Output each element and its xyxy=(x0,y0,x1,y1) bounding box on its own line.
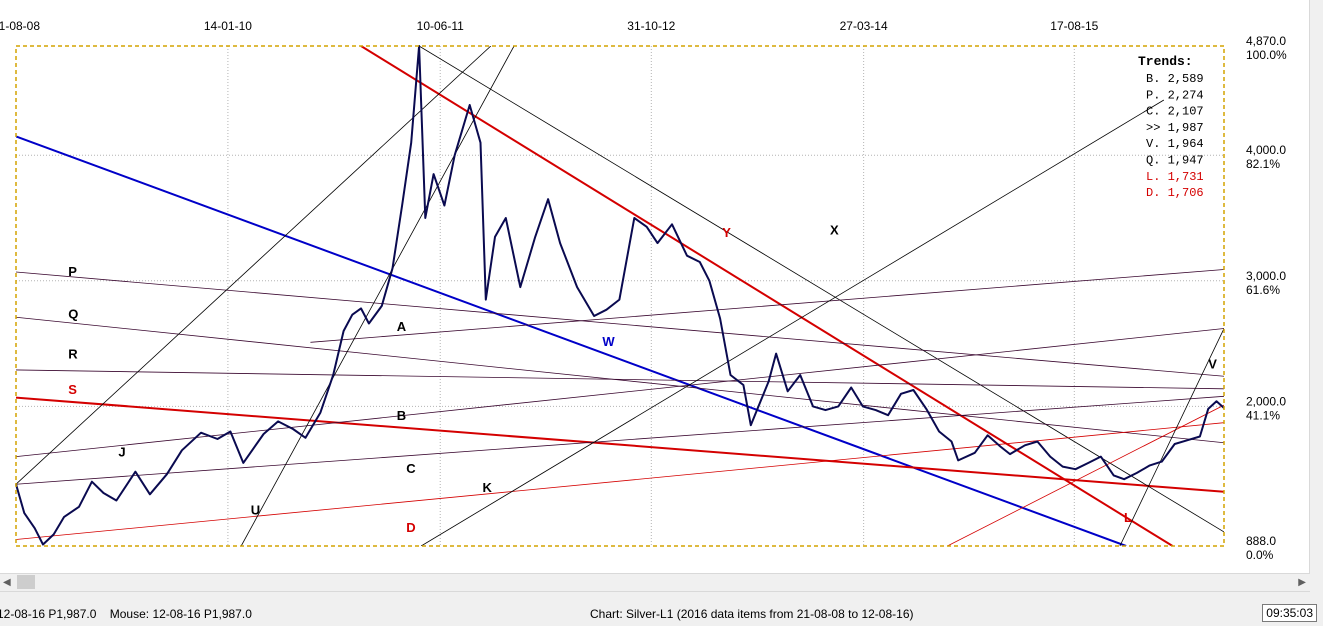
line-label-J: J xyxy=(118,445,125,460)
scroll-right-icon[interactable]: ▶ xyxy=(1298,577,1306,588)
line-label-Y: Y xyxy=(722,225,731,240)
x-tick-label: 21-08-08 xyxy=(0,19,40,33)
trend-lines xyxy=(16,46,1224,546)
trend-line-K[interactable] xyxy=(420,99,1165,546)
trend-line-Q[interactable] xyxy=(16,316,1224,444)
y-tick-label: 2,000.0 xyxy=(1246,394,1286,408)
status-chart-info: Chart: Silver-L1 (2016 data items from 2… xyxy=(590,607,914,621)
line-label-W: W xyxy=(602,334,615,349)
y-tick-percent: 61.6% xyxy=(1246,283,1280,297)
trend-line-D[interactable] xyxy=(16,422,1224,540)
y-tick-percent: 41.1% xyxy=(1246,408,1280,422)
status-left: 12-08-16 P1,987.0 Mouse: 12-08-16 P1,987… xyxy=(0,607,262,621)
legend-item: B. 2,589 xyxy=(1146,72,1204,86)
legend-item: V. 1,964 xyxy=(1146,137,1204,151)
y-tick-percent: 0.0% xyxy=(1246,548,1274,562)
x-tick-label: 27-03-14 xyxy=(840,19,888,33)
trend-line-J[interactable] xyxy=(16,46,492,485)
trend-line-V[interactable] xyxy=(1119,328,1224,546)
line-label-P: P xyxy=(68,264,77,279)
line-label-A: A xyxy=(397,319,407,334)
chart-panel[interactable]: 21-08-08 14-01-10 10-06-11 31-10-12 27-03-14… xyxy=(0,0,1310,578)
line-label-V: V xyxy=(1208,357,1217,372)
status-position: 12-08-16 P1,987.0 xyxy=(0,607,97,621)
horizontal-scrollbar[interactable]: ◀ ▶ xyxy=(0,573,1310,592)
trend-line-W[interactable] xyxy=(16,135,1127,546)
trend-line-L[interactable] xyxy=(947,404,1224,546)
trend-line-P[interactable] xyxy=(16,271,1224,377)
y-tick-label: 888.0 xyxy=(1246,534,1276,548)
legend-item: >> 1,987 xyxy=(1146,121,1204,135)
status-clock: 09:35:03 xyxy=(1262,604,1317,622)
line-label-Q: Q xyxy=(68,306,78,321)
status-bar: 12-08-16 P1,987.0 Mouse: 12-08-16 P1,987… xyxy=(0,603,1323,626)
plot-frame-border xyxy=(15,45,1225,547)
trend-line-A[interactable] xyxy=(310,269,1224,343)
x-tick-label: 10-06-11 xyxy=(417,19,464,33)
trend-line-U[interactable] xyxy=(240,46,515,546)
line-label-U: U xyxy=(251,502,260,517)
line-label-S: S xyxy=(68,382,77,397)
scroll-left-icon[interactable]: ◀ xyxy=(3,577,11,588)
vertical-scrollbar[interactable] xyxy=(1309,0,1323,578)
trend-line-C[interactable] xyxy=(16,395,1224,485)
trend-line-X[interactable] xyxy=(418,46,1224,533)
legend-item: L. 1,731 xyxy=(1146,170,1204,184)
x-tick-label: 31-10-12 xyxy=(627,19,675,33)
legend-item: C. 2,107 xyxy=(1146,105,1204,119)
trend-line-Y[interactable] xyxy=(360,46,1174,546)
line-label-B: B xyxy=(397,408,406,423)
status-mouse: Mouse: 12-08-16 P1,987.0 xyxy=(109,607,252,621)
line-label-L: L xyxy=(1124,510,1132,525)
x-tick-label: 17-08-15 xyxy=(1050,19,1098,33)
y-tick-percent: 82.1% xyxy=(1246,157,1280,171)
scroll-thumb[interactable] xyxy=(17,575,35,589)
trend-line-R[interactable] xyxy=(16,369,1224,390)
y-tick-label: 4,870.0 xyxy=(1246,34,1286,48)
trend-line-B[interactable] xyxy=(16,328,1224,457)
chart-svg[interactable]: 21-08-08 14-01-10 10-06-11 31-10-12 27-03-14… xyxy=(0,0,1310,578)
line-label-X: X xyxy=(830,222,839,237)
line-label-K: K xyxy=(483,480,493,495)
legend-title: Trends: xyxy=(1138,54,1193,69)
x-tick-label: 14-01-10 xyxy=(204,19,252,33)
trend-line-S[interactable] xyxy=(16,396,1224,493)
y-tick-label: 3,000.0 xyxy=(1246,269,1286,283)
y-tick-label: 4,000.0 xyxy=(1246,143,1286,157)
legend-item: P. 2,274 xyxy=(1146,88,1204,102)
price-series-line xyxy=(15,45,1225,546)
legend-item: Q. 1,947 xyxy=(1146,154,1204,168)
line-label-C: C xyxy=(406,461,416,476)
line-label-R: R xyxy=(68,347,78,362)
legend-item: D. 1,706 xyxy=(1146,186,1204,200)
y-tick-percent: 100.0% xyxy=(1246,48,1287,62)
line-label-D: D xyxy=(406,520,415,535)
